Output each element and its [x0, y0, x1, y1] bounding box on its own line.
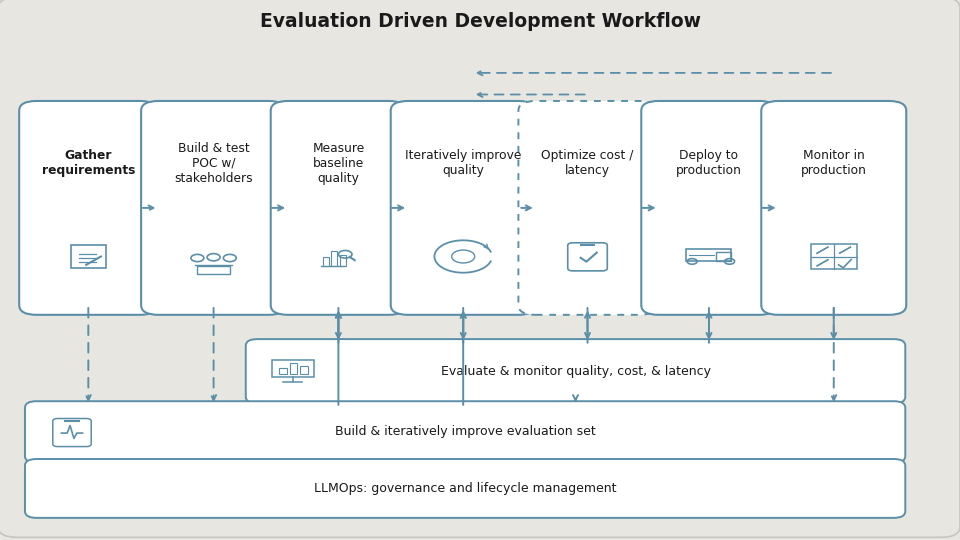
Text: Iteratively improve
quality: Iteratively improve quality — [405, 149, 521, 177]
FancyBboxPatch shape — [391, 101, 536, 315]
FancyBboxPatch shape — [761, 101, 906, 315]
Text: Deploy to
production: Deploy to production — [676, 149, 742, 177]
FancyBboxPatch shape — [271, 101, 406, 315]
FancyBboxPatch shape — [246, 339, 905, 403]
Text: Evaluate & monitor quality, cost, & latency: Evaluate & monitor quality, cost, & late… — [441, 364, 710, 378]
Text: Monitor in
production: Monitor in production — [801, 149, 867, 177]
Text: Measure
baseline
quality: Measure baseline quality — [312, 141, 365, 185]
FancyBboxPatch shape — [25, 459, 905, 518]
Text: Optimize cost /
latency: Optimize cost / latency — [541, 149, 634, 177]
FancyBboxPatch shape — [19, 101, 157, 315]
FancyBboxPatch shape — [25, 401, 905, 463]
Text: Build & test
POC w/
stakeholders: Build & test POC w/ stakeholders — [175, 141, 252, 185]
Text: LLMOps: governance and lifecycle management: LLMOps: governance and lifecycle managem… — [314, 482, 616, 495]
FancyBboxPatch shape — [518, 101, 657, 315]
FancyBboxPatch shape — [141, 101, 286, 315]
Text: Gather
requirements: Gather requirements — [41, 149, 135, 177]
FancyBboxPatch shape — [641, 101, 777, 315]
Text: Evaluation Driven Development Workflow: Evaluation Driven Development Workflow — [259, 12, 701, 31]
Text: Build & iteratively improve evaluation set: Build & iteratively improve evaluation s… — [335, 426, 595, 438]
